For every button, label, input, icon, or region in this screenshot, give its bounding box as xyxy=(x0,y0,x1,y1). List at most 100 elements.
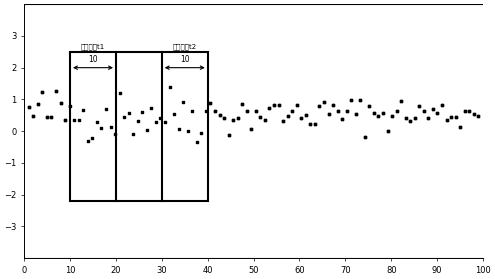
Point xyxy=(111,132,119,136)
Point xyxy=(384,129,392,134)
Point xyxy=(206,101,214,105)
Point xyxy=(424,116,432,121)
Point xyxy=(79,108,87,112)
Point xyxy=(34,102,42,107)
Point xyxy=(334,108,342,113)
Point xyxy=(75,118,83,122)
Point xyxy=(52,89,60,93)
Point xyxy=(106,124,114,129)
Point xyxy=(411,116,419,121)
Point xyxy=(129,132,137,136)
Point xyxy=(243,109,250,113)
Point xyxy=(61,118,69,123)
Point xyxy=(215,113,223,118)
Point xyxy=(56,100,64,105)
Point xyxy=(89,136,97,141)
Point xyxy=(402,116,410,121)
Point xyxy=(420,109,428,113)
Point xyxy=(334,108,342,113)
Point xyxy=(25,104,33,109)
Point xyxy=(56,100,64,105)
Point xyxy=(252,109,260,113)
Point xyxy=(39,90,47,94)
Point xyxy=(265,106,273,110)
Point xyxy=(293,103,300,107)
Point xyxy=(43,115,51,119)
Point xyxy=(93,119,101,124)
Point xyxy=(70,118,78,122)
Point xyxy=(125,110,133,115)
Point xyxy=(265,106,273,110)
Point xyxy=(306,121,314,126)
Point xyxy=(270,102,278,107)
Point xyxy=(393,108,400,113)
Point xyxy=(179,100,187,104)
Point xyxy=(93,119,101,124)
Point xyxy=(461,109,469,113)
Point xyxy=(456,124,464,129)
Point xyxy=(397,98,405,103)
Point xyxy=(375,114,383,119)
Point xyxy=(29,114,37,118)
Point xyxy=(452,115,460,119)
Point xyxy=(347,98,355,102)
Point xyxy=(106,124,114,129)
Point xyxy=(293,103,300,107)
Point xyxy=(361,135,369,139)
Point xyxy=(152,120,160,124)
Point xyxy=(220,116,228,120)
Point xyxy=(279,119,287,123)
Point xyxy=(120,115,128,119)
Point xyxy=(275,103,283,108)
Point xyxy=(447,114,455,119)
Point xyxy=(256,115,264,119)
Point xyxy=(461,109,469,113)
Point xyxy=(156,116,164,120)
Point xyxy=(52,89,60,93)
Point xyxy=(306,121,314,126)
Point xyxy=(275,103,283,108)
Point xyxy=(315,104,323,109)
Point xyxy=(188,109,196,113)
Point xyxy=(438,103,446,107)
Point xyxy=(443,118,450,122)
Point xyxy=(225,133,233,137)
Point xyxy=(465,109,473,114)
Point xyxy=(388,114,396,118)
Point xyxy=(297,116,305,120)
Point xyxy=(170,112,178,116)
Point xyxy=(148,106,155,110)
Point xyxy=(279,119,287,123)
Point xyxy=(434,110,442,115)
Point xyxy=(248,127,255,132)
Point xyxy=(206,101,214,105)
Point xyxy=(356,98,364,102)
Point xyxy=(361,135,369,139)
Point xyxy=(311,122,319,127)
Point xyxy=(39,90,47,94)
Point xyxy=(411,116,419,121)
Point xyxy=(402,116,410,121)
Point xyxy=(48,115,55,119)
Point xyxy=(352,112,360,116)
Point xyxy=(406,119,414,123)
Point xyxy=(261,117,269,122)
Point xyxy=(166,85,174,90)
Point xyxy=(175,127,183,131)
Point xyxy=(75,118,83,122)
Point xyxy=(225,133,233,137)
Point xyxy=(474,114,482,118)
Point xyxy=(243,109,250,113)
Point xyxy=(320,99,328,104)
Point xyxy=(152,120,160,124)
Point xyxy=(229,118,237,122)
Point xyxy=(397,98,405,103)
Point xyxy=(161,120,169,124)
Point xyxy=(29,114,37,118)
Point xyxy=(134,119,142,124)
Point xyxy=(166,85,174,90)
Point xyxy=(384,129,392,134)
Point xyxy=(311,122,319,127)
Point xyxy=(356,98,364,102)
Point xyxy=(352,112,360,116)
